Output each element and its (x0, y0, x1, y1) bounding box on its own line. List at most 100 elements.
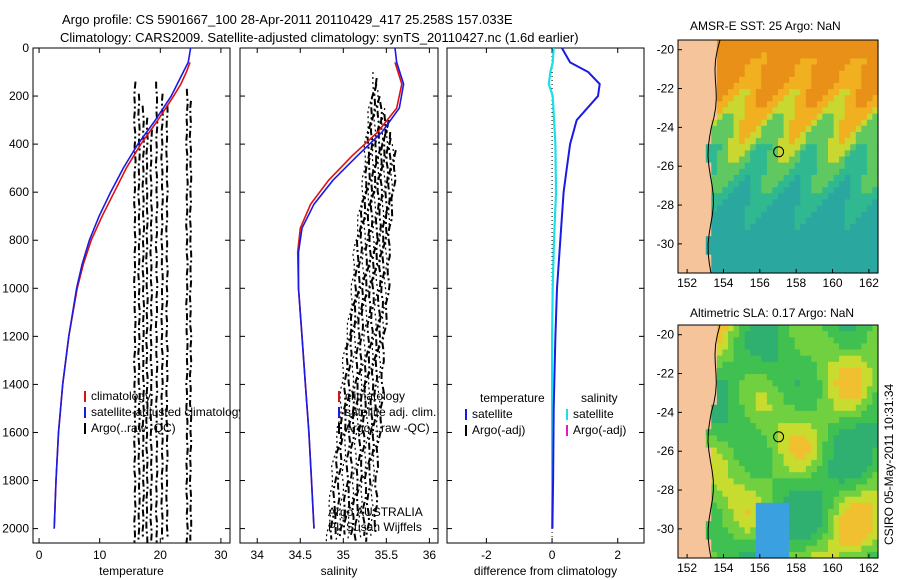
map-cell (850, 162, 857, 170)
map-cell (805, 187, 812, 194)
map-cell (822, 361, 829, 369)
map-cell (711, 223, 718, 231)
map-cell (839, 260, 846, 268)
map-cell (828, 435, 835, 443)
map-cell (750, 254, 757, 262)
map-cell (833, 138, 840, 145)
map-cell (855, 361, 862, 369)
map-cell (728, 453, 735, 461)
map-cell (711, 138, 718, 145)
map-cell (833, 367, 840, 375)
map-cell (744, 144, 751, 151)
map-cell (794, 107, 801, 115)
map-cell (772, 539, 779, 547)
map-cell (750, 539, 757, 547)
map-cell (778, 551, 785, 559)
map-cell (811, 539, 818, 547)
map-cell (728, 217, 735, 225)
map-cell (778, 545, 785, 553)
map-cell (855, 367, 862, 375)
map-cell (800, 40, 807, 47)
map-cell (744, 410, 751, 418)
map-cell (833, 423, 840, 430)
map-cell (689, 398, 696, 406)
map-cell (700, 193, 707, 200)
map-cell (811, 193, 818, 200)
map-cell (861, 95, 868, 102)
map-cell (744, 502, 751, 510)
map-cell (850, 429, 857, 436)
map-cell (811, 398, 818, 406)
map-cell (805, 205, 812, 213)
map-cell (761, 242, 768, 249)
map-cell (733, 125, 740, 133)
map-cell (783, 119, 790, 127)
map-cell (694, 144, 701, 151)
map-cell (872, 404, 879, 412)
map-cell (733, 64, 740, 72)
map-cell (744, 453, 751, 461)
map-cell (850, 101, 857, 108)
map-cell (833, 168, 840, 176)
map-cell (794, 459, 801, 467)
map-cell (700, 539, 707, 547)
map-cell (744, 337, 751, 344)
map-cell (700, 484, 707, 492)
map-cell (705, 248, 712, 256)
map-cell (839, 254, 846, 262)
x-tick-label-0: 30 (214, 548, 228, 562)
map-cell (844, 89, 851, 96)
map-cell (744, 125, 751, 133)
map-cell (739, 89, 746, 96)
map-cell (705, 89, 712, 96)
map-cell (766, 211, 774, 219)
map-cell (711, 58, 718, 66)
map-cell (805, 174, 812, 182)
map-cell (778, 533, 785, 541)
map-cell (861, 539, 868, 547)
map-cell (716, 453, 724, 461)
map-cell (733, 331, 740, 338)
map-cell (844, 459, 851, 467)
map-cell (778, 515, 785, 522)
map-cell (839, 374, 846, 381)
map-cell (772, 156, 779, 164)
x-tick-label-2: -2 (481, 548, 492, 562)
map-cell (755, 459, 762, 467)
map-cell (861, 70, 868, 78)
map-cell (678, 211, 685, 219)
map-cell (816, 150, 824, 158)
map-cell (678, 417, 685, 424)
map-cell (750, 132, 757, 139)
map-cell (789, 162, 796, 170)
map-cell (711, 490, 718, 498)
map-cell (739, 404, 746, 412)
map-cell (755, 260, 762, 268)
map-cell (850, 168, 857, 176)
map-cell (800, 392, 807, 400)
map-cell (728, 199, 735, 207)
map-cell (828, 254, 835, 262)
map-cell (761, 417, 768, 424)
map-cell (694, 466, 701, 473)
map-cell (705, 187, 712, 194)
map-cell (683, 466, 690, 473)
map-cell (689, 254, 696, 262)
map-cell (711, 150, 718, 158)
map-cell (739, 429, 746, 436)
map-cell (866, 101, 874, 108)
map-cell (778, 423, 785, 430)
map-cell (694, 386, 701, 393)
map-cell (772, 205, 779, 213)
map-cell (711, 337, 718, 344)
map-cell (766, 101, 774, 108)
map-cell (678, 144, 685, 151)
map-cell (850, 187, 857, 194)
map-cell (866, 162, 874, 170)
map-cell (761, 539, 768, 547)
map-cell (866, 478, 874, 485)
map-cell (766, 404, 774, 412)
map-cell (766, 423, 774, 430)
map-cell (822, 242, 829, 249)
map-cell (705, 52, 712, 59)
